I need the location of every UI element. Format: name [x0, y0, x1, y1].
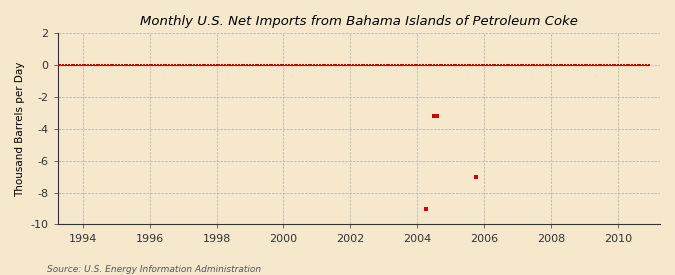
Title: Monthly U.S. Net Imports from Bahama Islands of Petroleum Coke: Monthly U.S. Net Imports from Bahama Isl… [140, 15, 578, 28]
Text: Source: U.S. Energy Information Administration: Source: U.S. Energy Information Administ… [47, 265, 261, 274]
Y-axis label: Thousand Barrels per Day: Thousand Barrels per Day [15, 61, 25, 197]
